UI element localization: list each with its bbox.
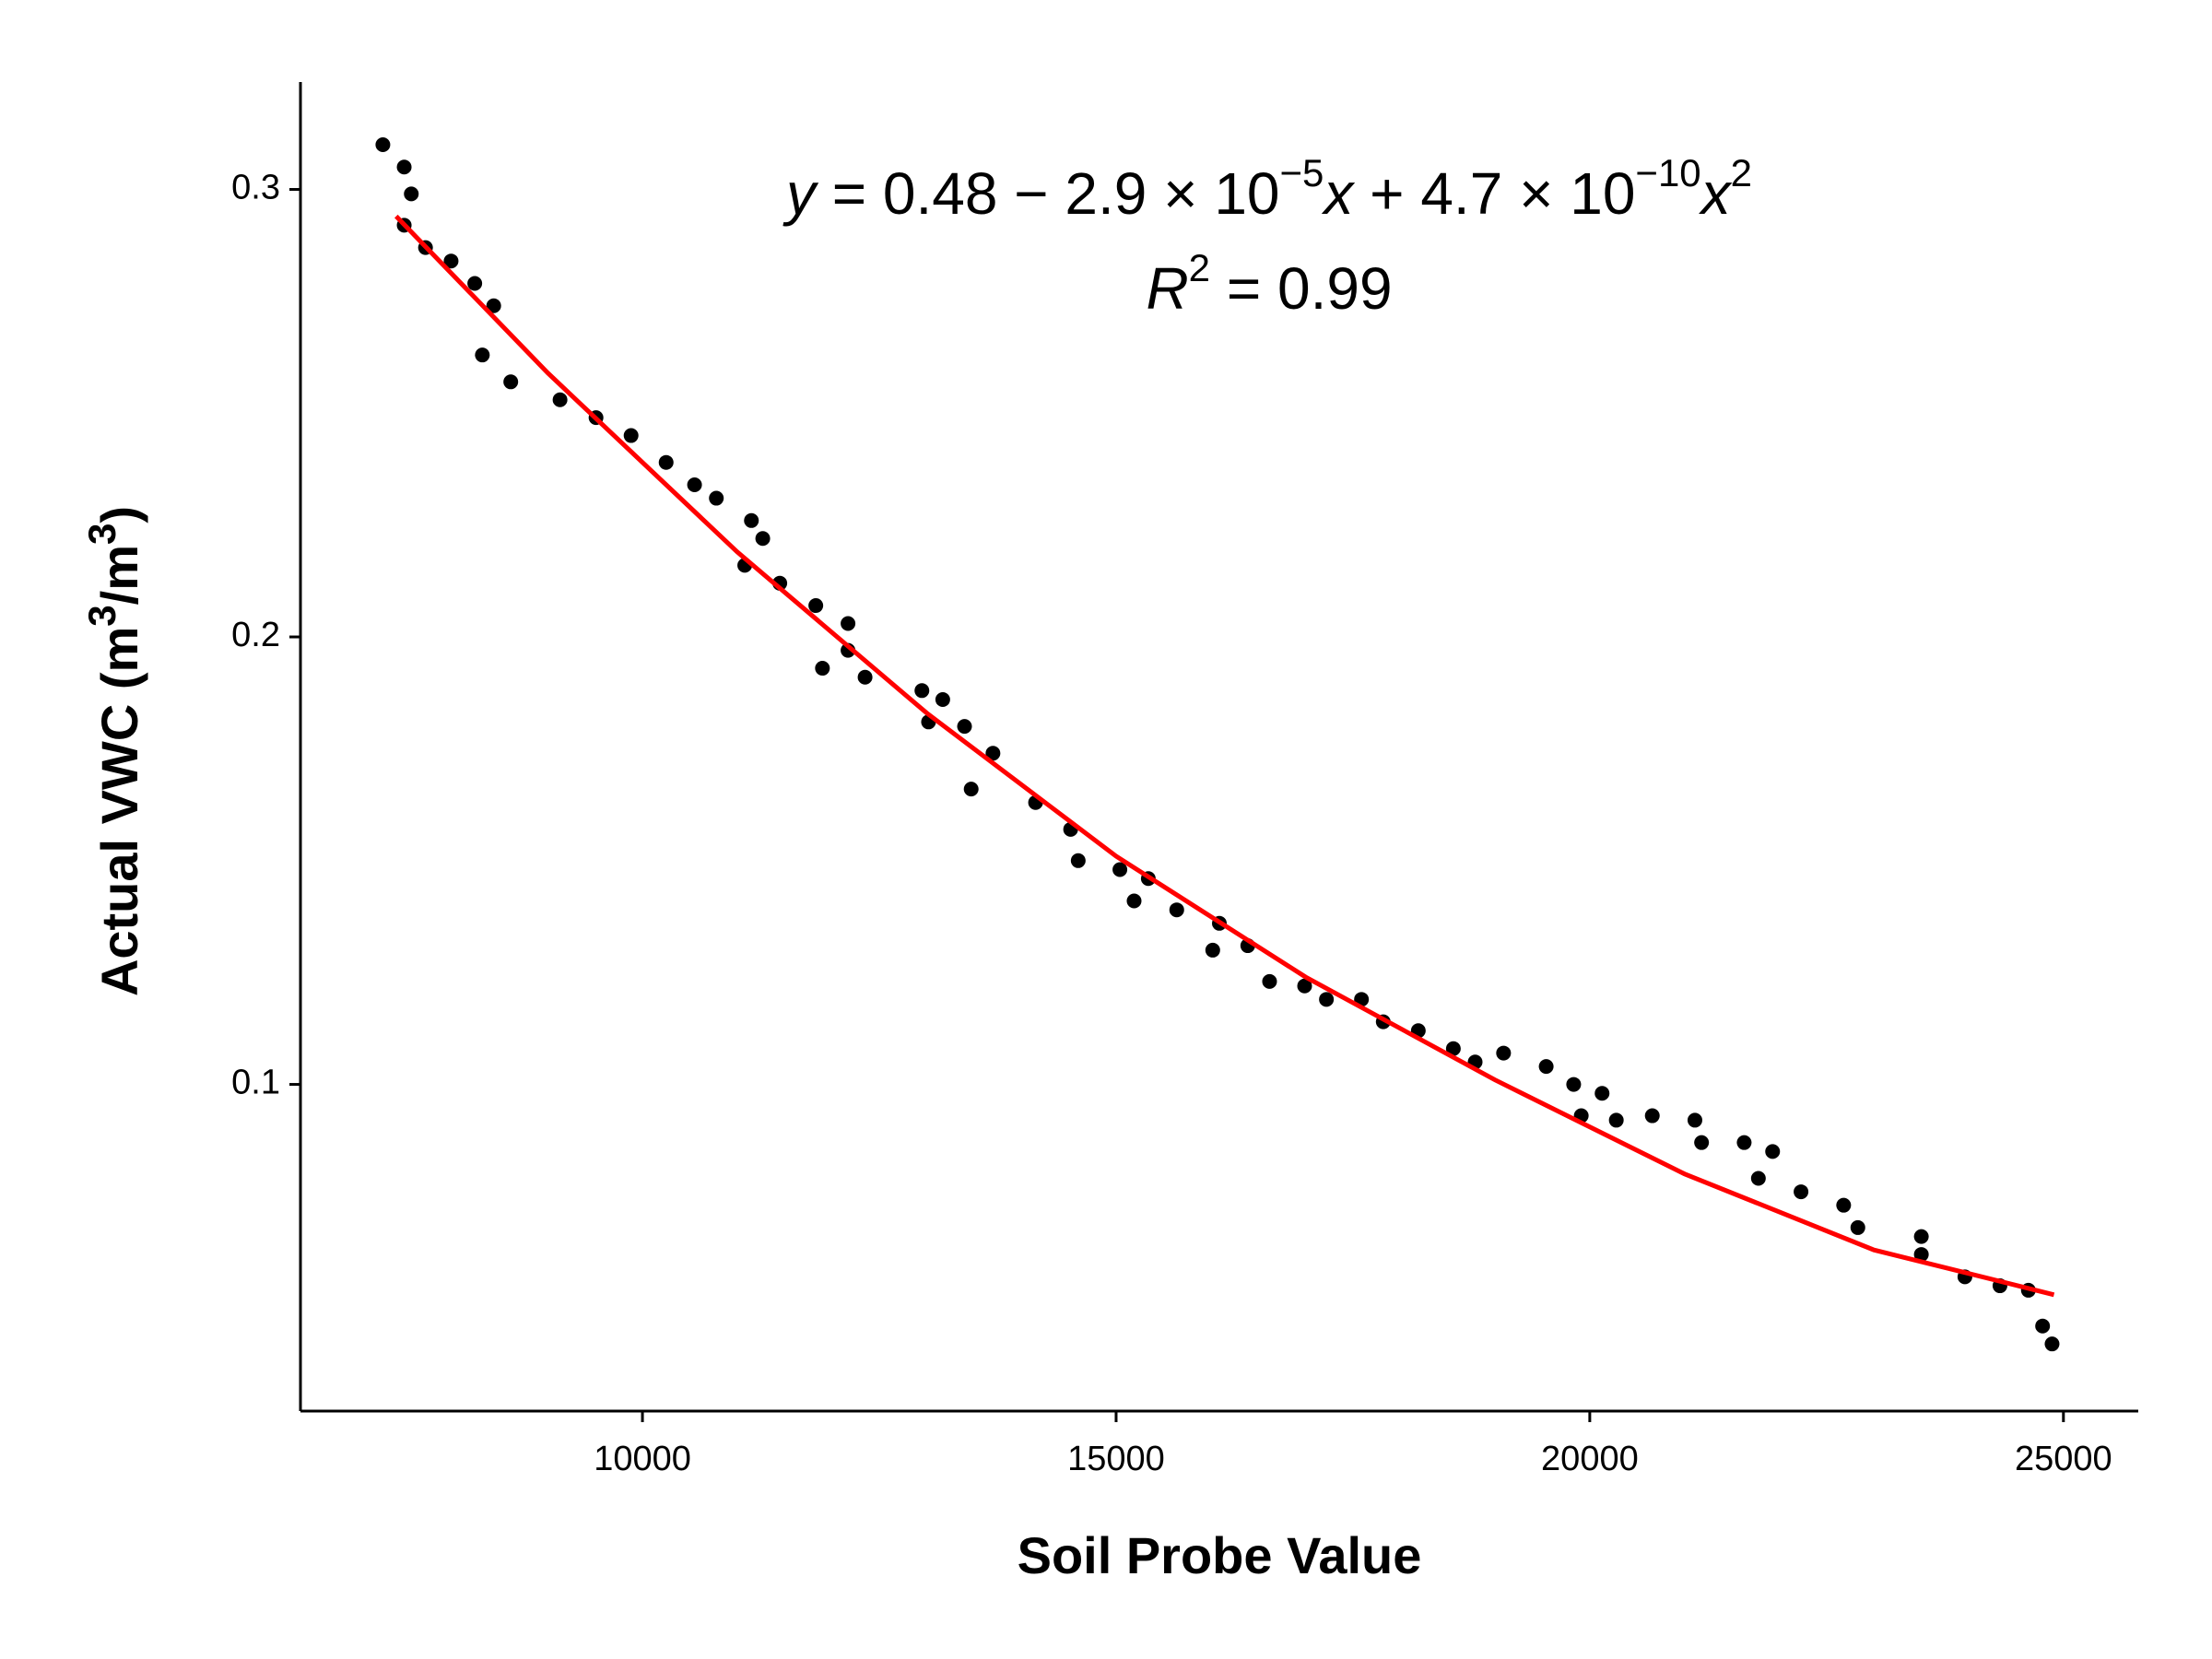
data-point [963,782,979,797]
data-point [1566,1077,1582,1092]
y-axis-title-part: ) [90,506,148,524]
y-tick-label: 0.3 [231,169,280,207]
r-squared-part: 2 [1189,246,1210,289]
data-point [552,392,568,407]
y-axis-title-part: Actual VWC (m [90,627,148,996]
r-squared: R2 = 0.99 [1146,246,1392,322]
data-point [935,692,950,708]
data-point [857,669,873,685]
data-point [957,719,972,735]
r-squared-part: R [1146,255,1188,322]
y-axis-title-part: 3 [80,524,124,545]
data-point [985,746,1001,761]
data-point [1913,1247,1929,1263]
r-squared-part: = 0.99 [1210,255,1393,322]
data-point [1750,1171,1766,1186]
data-point [404,186,419,202]
data-point [687,477,702,492]
x-tick-label: 15000 [1067,1440,1165,1478]
data-point [623,428,639,443]
data-point [503,374,519,390]
data-point [1765,1144,1781,1159]
data-point [1913,1229,1929,1244]
data-point [1687,1112,1702,1128]
data-point [1644,1108,1660,1124]
data-point [1694,1135,1710,1150]
data-point [1538,1059,1554,1075]
equation-part: = 0.48 − 2.9 × 10 [816,160,1280,227]
data-point [755,531,771,547]
data-point [396,159,412,175]
data-point [815,661,830,677]
equation-part: 2 [1731,151,1752,194]
y-axis-title: Actual VWC (m3/m3) [80,506,148,996]
data-point [467,276,483,291]
data-point [475,347,490,363]
data-point [1794,1184,1809,1200]
data-point [1319,992,1335,1007]
data-point [375,136,391,152]
y-tick-label: 0.1 [231,1064,280,1102]
data-point [1445,1041,1461,1056]
data-point [1169,902,1184,918]
data-point [1608,1112,1624,1128]
data-point [1836,1197,1852,1213]
data-point [1850,1219,1865,1235]
x-tick-label: 25000 [2015,1440,2112,1478]
equation-part: x [1321,160,1355,227]
data-point [1736,1135,1752,1150]
data-point [486,298,501,313]
x-tick-label: 10000 [594,1440,691,1478]
data-point [1112,862,1128,877]
data-point [841,616,856,631]
data-point [1126,893,1142,909]
y-axis-title-part: 3 [80,605,124,626]
x-axis-title: Soil Probe Value [1018,1526,1422,1584]
equation-part: + 4.7 × 10 [1353,160,1635,227]
data-point [1205,942,1220,958]
data-point [709,490,724,506]
y-axis-title-part: /m [90,545,148,605]
data-point [808,598,824,614]
plot-area [375,136,2060,1352]
x-tick-label: 20000 [1541,1440,1639,1478]
y-tick-label: 0.2 [231,616,280,654]
data-point [2035,1318,2051,1334]
equation-part: −5 [1280,151,1324,194]
data-point [744,512,759,528]
data-point [1594,1086,1610,1101]
data-point [1070,853,1086,868]
data-point [1496,1045,1512,1061]
data-point [443,253,459,269]
equation: y = 0.48 − 2.9 × 10−5x + 4.7 × 10−10x2 [782,151,1752,227]
data-point [914,683,930,699]
data-point [1297,978,1312,994]
equation-part: y [782,160,819,227]
data-point [658,454,674,470]
equation-part: x [1699,160,1733,227]
equation-part: −10 [1635,151,1700,194]
fit-line [394,214,2055,1298]
data-point [1262,973,1277,989]
data-point [2044,1336,2060,1352]
